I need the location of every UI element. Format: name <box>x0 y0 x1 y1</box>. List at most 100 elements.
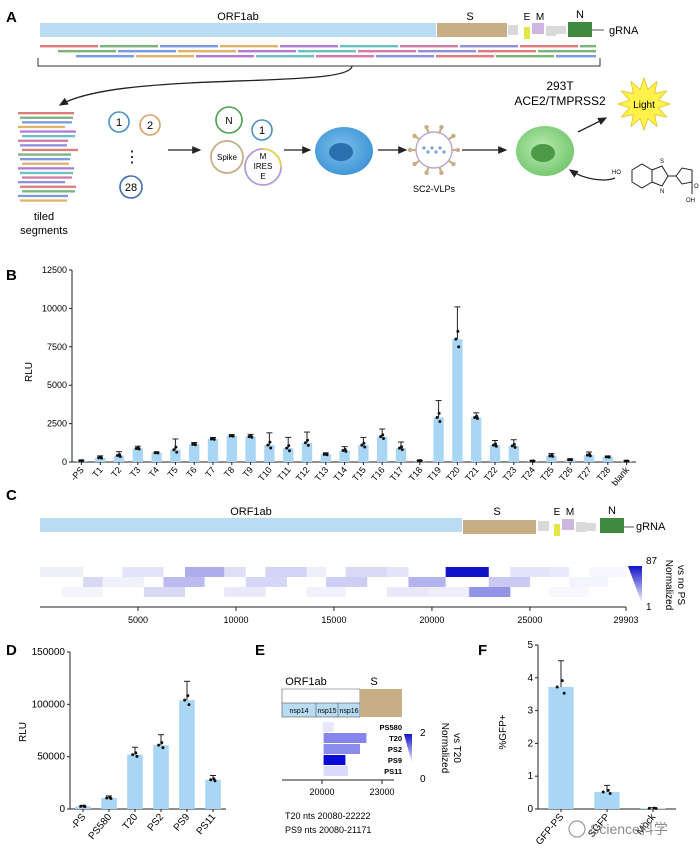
x-tick-label: T1 <box>90 465 104 479</box>
tiled-segment <box>20 116 73 119</box>
data-point <box>212 437 216 441</box>
data-point <box>287 444 291 448</box>
x-tick-label: T15 <box>350 465 368 483</box>
bar <box>127 754 143 809</box>
heat-tile <box>122 567 164 577</box>
panel-label-b: B <box>6 267 17 284</box>
heat-tile <box>345 567 387 577</box>
panel-label-d: D <box>6 642 17 659</box>
s-label: S <box>466 11 473 23</box>
heat-tile <box>469 587 511 597</box>
tile-row-segment <box>340 45 398 48</box>
segments-label: segments <box>20 225 68 237</box>
arrow-substrate <box>568 169 616 181</box>
vlp-spike-head <box>439 170 444 176</box>
bar <box>170 449 181 462</box>
data-point <box>381 436 385 440</box>
ylabel-f: %GFP+ <box>498 714 509 749</box>
data-point <box>626 459 630 463</box>
heat-tile <box>569 577 609 587</box>
orf3a-segment <box>508 25 518 35</box>
data-point <box>475 417 479 421</box>
e-segment-c <box>554 524 560 536</box>
heat-tile <box>549 587 589 597</box>
tiled-segment <box>18 153 71 156</box>
bar <box>583 455 595 462</box>
vlp-spike-head <box>455 147 461 153</box>
vlp-spike-head <box>451 161 456 167</box>
x-tick-label-c: 20000 <box>419 615 444 625</box>
tile-row-segment <box>538 50 596 53</box>
tiled-segment <box>22 148 78 152</box>
y-tick-label: 5000 <box>47 380 67 390</box>
data-point <box>551 454 555 458</box>
bar <box>548 686 574 809</box>
heat-tile <box>143 587 186 597</box>
tiled-segment <box>22 121 72 124</box>
data-point <box>209 778 213 782</box>
x-tick-label: T14 <box>331 465 349 483</box>
tile-row-segment <box>280 45 338 48</box>
tile-row-segment <box>460 45 518 48</box>
data-point <box>268 440 272 444</box>
bar <box>101 798 117 809</box>
data-point <box>654 807 658 811</box>
bar <box>358 445 369 462</box>
x-tick-label: T9 <box>241 465 255 479</box>
x-tick-label: T5 <box>166 465 180 479</box>
vlp-rna <box>426 150 430 154</box>
data-point <box>118 454 122 458</box>
bar <box>377 436 388 462</box>
note-e-2: PS9 nts 20080-21171 <box>285 825 371 835</box>
tile-row-segment <box>298 50 356 53</box>
y-tick-label: 1 <box>527 771 533 782</box>
nsp16-label: nsp16 <box>339 708 358 715</box>
nsp14-label: nsp14 <box>289 708 308 715</box>
arrow-to-light <box>577 117 608 133</box>
tile-row-segment <box>238 50 296 53</box>
data-point <box>456 329 460 333</box>
tile-row-segment <box>40 45 98 48</box>
bar <box>594 791 620 809</box>
orf1ab-segment <box>40 23 436 37</box>
data-point <box>419 459 423 463</box>
y-tick-label: 100000 <box>32 699 66 710</box>
plasmid-spike-label: Spike <box>217 153 238 162</box>
orf7-segment <box>556 26 566 34</box>
tile-row-segment <box>358 50 416 53</box>
bar <box>189 444 200 462</box>
data-point <box>555 685 559 689</box>
data-point <box>160 741 164 745</box>
plasmid-28: 28 <box>119 175 143 199</box>
data-point <box>187 703 191 707</box>
vlp-rna <box>430 146 434 150</box>
wechat-icon <box>568 820 586 838</box>
orf1ab-label: ORF1ab <box>217 11 259 23</box>
data-point <box>134 751 138 755</box>
tiled-segment <box>18 125 65 129</box>
heat-tile <box>529 567 570 577</box>
tile-row-segment <box>556 55 596 58</box>
tiled-segment <box>18 167 74 170</box>
y-tick-label: 0 <box>527 804 533 815</box>
data-point <box>325 453 329 457</box>
plasmid-1-label: 1 <box>116 117 122 129</box>
watermark-text: Science科学 <box>590 821 668 837</box>
x-tick-label: T24 <box>519 465 537 483</box>
x-tick-label-c: 15000 <box>321 615 346 625</box>
y-tick-label: 2 <box>527 738 533 749</box>
bar <box>264 445 275 462</box>
panel-label-a: A <box>6 9 17 26</box>
y-tick-label: 7500 <box>47 342 67 352</box>
heat-tile <box>367 567 409 577</box>
bar <box>395 448 407 462</box>
data-point <box>437 411 441 415</box>
data-point <box>457 345 461 349</box>
vlp-spike-head <box>451 133 456 139</box>
x-tick-label: T26 <box>557 465 575 483</box>
data-point <box>435 415 439 419</box>
x-tick-label: PS580 <box>87 812 115 842</box>
scale-label-c-2: vs no PS <box>675 565 686 605</box>
x-tick-label: T20 <box>121 812 141 833</box>
